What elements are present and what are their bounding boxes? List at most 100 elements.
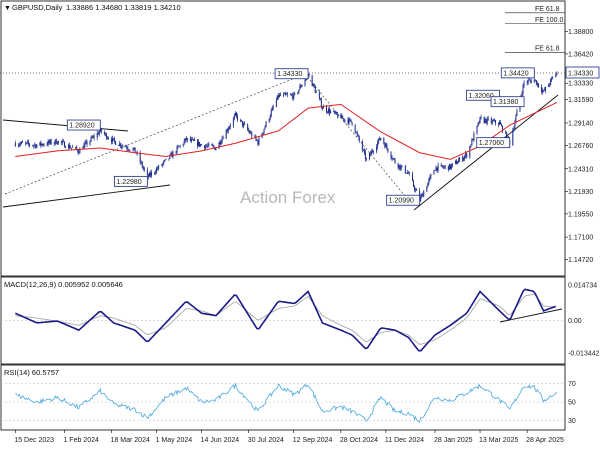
- candle-body: [348, 118, 350, 124]
- candle-body: [154, 172, 156, 173]
- candle-body: [262, 132, 264, 134]
- candle-body: [379, 138, 381, 140]
- date-tick-label: 30 Jul 2024: [248, 437, 284, 444]
- candle-body: [226, 130, 228, 132]
- candle-body: [204, 145, 206, 149]
- candle-body: [549, 84, 551, 85]
- candle-body: [97, 133, 99, 135]
- candle-body: [103, 132, 105, 134]
- candle-body: [358, 136, 360, 142]
- rsi-layer: [1, 382, 565, 423]
- title-triangle-icon: ▼: [4, 5, 11, 12]
- candle-body: [205, 146, 207, 149]
- annotation-layer: 1.28920 1.22980 1.34330 1.20990 1.27060 1.320…: [66, 67, 535, 206]
- candle-body: [92, 136, 94, 138]
- candle-body: [232, 118, 234, 126]
- triangle-lower-trendline: [2, 184, 171, 208]
- candle-body: [248, 129, 250, 132]
- candle-body: [21, 141, 23, 143]
- candle-body: [89, 140, 91, 145]
- price-annotation-label: 1.34330: [277, 71, 302, 78]
- date-tick-label: 1 Feb 2024: [63, 437, 99, 444]
- candle-body: [505, 132, 507, 133]
- candle-body: [71, 147, 73, 149]
- date-tick-label: 28 Apr 2025: [526, 437, 564, 444]
- candle-body: [364, 152, 366, 160]
- candle-body: [301, 85, 303, 87]
- candle-body: [340, 114, 342, 118]
- candle-body: [155, 172, 157, 173]
- candle-body: [356, 132, 358, 135]
- candle-body: [271, 107, 273, 111]
- candle-body: [185, 138, 187, 140]
- candle-body: [147, 175, 149, 177]
- candle-body: [321, 107, 323, 109]
- candle-body: [100, 128, 102, 133]
- candle-body: [483, 117, 485, 123]
- candle-body: [240, 119, 242, 121]
- candle-body: [377, 142, 379, 147]
- candle-body: [143, 168, 145, 170]
- candle-body: [397, 163, 399, 168]
- candle-body: [229, 125, 231, 127]
- candle-body: [18, 144, 20, 146]
- candle-body: [276, 95, 278, 101]
- candle-body: [78, 151, 80, 154]
- candle-body: [411, 173, 413, 181]
- candle-body: [516, 110, 518, 117]
- candle-body: [113, 138, 115, 139]
- candle-body: [526, 82, 528, 83]
- candle-body: [60, 141, 62, 143]
- candle-body: [465, 153, 467, 157]
- candle-body: [161, 165, 163, 166]
- candle-body: [86, 141, 88, 145]
- candle-body: [169, 154, 171, 159]
- watermark: Action Forex: [240, 188, 336, 207]
- candle-body: [330, 111, 332, 114]
- candle-body: [450, 165, 452, 169]
- candle-body: [491, 120, 493, 123]
- candle-body: [492, 120, 494, 122]
- candle-body: [163, 161, 165, 164]
- candle-body: [544, 90, 546, 91]
- candle-body: [106, 138, 108, 139]
- candle-body: [413, 180, 415, 187]
- candle-body: [416, 189, 418, 191]
- candle-body: [384, 143, 386, 148]
- candle-body: [236, 115, 238, 121]
- candle-body: [50, 140, 52, 144]
- candle-body: [464, 156, 466, 159]
- candle-body: [343, 118, 345, 121]
- date-axis: 15 Dec 2023 1 Feb 2024 18 Mar 2024 1 May 20…: [14, 430, 564, 444]
- candle-body: [243, 123, 245, 126]
- candle-body: [201, 144, 203, 146]
- candle-body: [191, 139, 193, 140]
- candle-body: [75, 147, 77, 148]
- candle-body: [494, 120, 496, 124]
- candle-body: [371, 151, 373, 155]
- candle-body: [242, 121, 244, 126]
- candle-body: [530, 80, 532, 83]
- candle-body: [334, 111, 336, 114]
- candle-body: [256, 139, 258, 141]
- candle-body: [326, 106, 328, 112]
- candle-body: [376, 146, 378, 152]
- candle-body: [556, 72, 558, 75]
- candle-body: [150, 172, 152, 176]
- candle-body: [477, 122, 479, 126]
- candle-body: [115, 141, 117, 145]
- candle-body: [148, 172, 150, 177]
- candle-body: [423, 191, 425, 197]
- candle-body: [72, 147, 74, 148]
- candle-body: [521, 93, 523, 97]
- candle-body: [294, 93, 296, 94]
- price-annotation-label: 1.31380: [493, 99, 518, 106]
- candle-body: [513, 128, 515, 131]
- date-tick-label: 13 Mar 2025: [479, 437, 518, 444]
- candle-body: [551, 78, 553, 80]
- date-tick-label: 14 Jun 2024: [201, 437, 240, 444]
- candle-body: [398, 164, 400, 168]
- candle-body: [537, 83, 539, 87]
- rising-support-trendline: [413, 94, 559, 211]
- chart-title: GBPUSD,Daily: [12, 3, 63, 12]
